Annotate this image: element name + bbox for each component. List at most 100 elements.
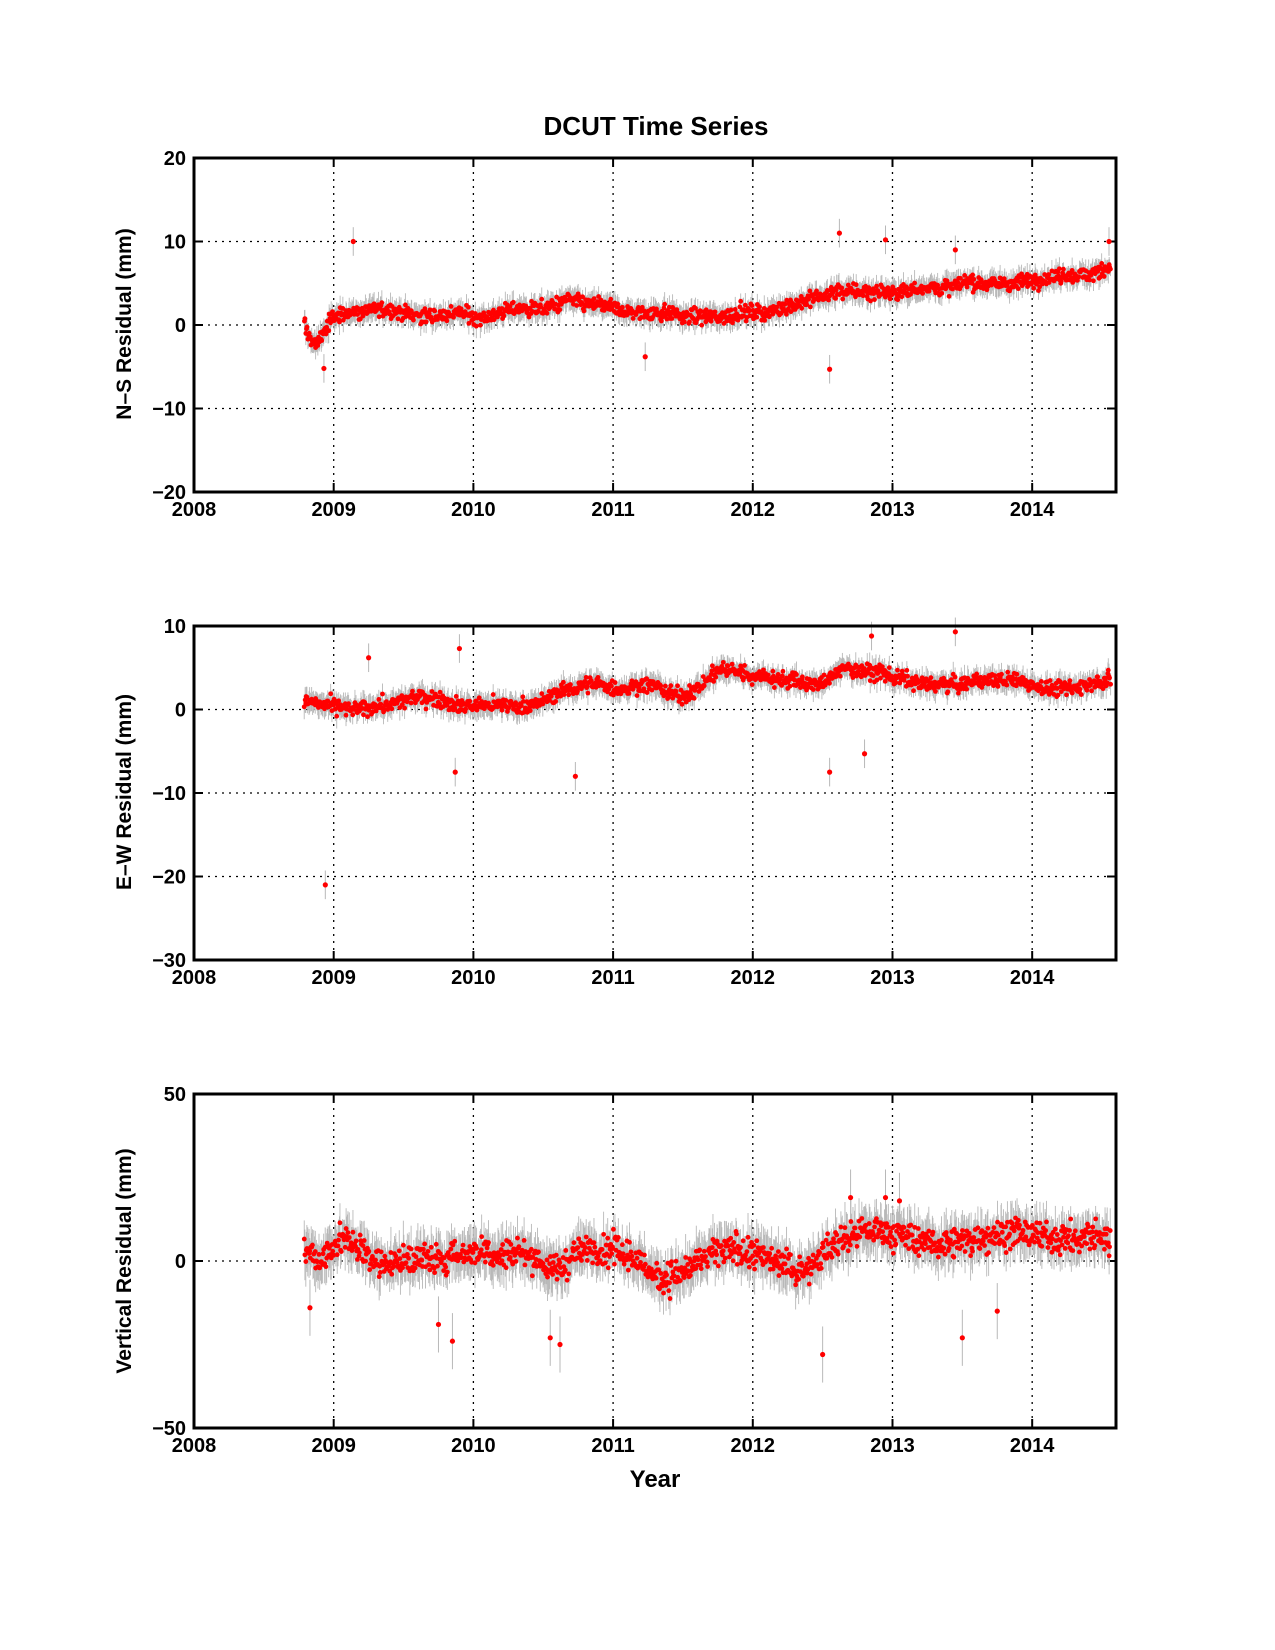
ew-data-point (649, 687, 655, 693)
ew-data-point (399, 702, 405, 708)
ew-data-point (709, 663, 715, 669)
ns-data-point (730, 320, 735, 326)
ew-data-point (644, 676, 650, 682)
ew-data-point (780, 668, 786, 674)
ew-data-point (463, 706, 469, 712)
ns-data-point (895, 297, 901, 303)
ns-y-tick-labels: −20 −10 0 10 20 (152, 148, 186, 504)
ns-outlier-point (642, 354, 648, 360)
ew-outlier-point (452, 769, 458, 775)
ns-data-point (1046, 272, 1052, 277)
ew-errorbars (303, 617, 1112, 900)
ew-axes-frame (192, 624, 1118, 962)
ns-data-point (728, 307, 734, 313)
ns-data-point (950, 286, 956, 292)
ew-data-point (701, 683, 707, 689)
ew-x-tick-label: 2009 (311, 967, 356, 989)
ns-axes-frame (192, 156, 1118, 494)
ns-data-point (699, 322, 705, 328)
ns-data-point (491, 317, 497, 323)
ew-data-point (399, 693, 405, 698)
ns-data-point (782, 301, 788, 307)
ew-data-point (771, 685, 777, 690)
ns-data-point (872, 297, 877, 302)
ew-data-point (566, 692, 572, 698)
ns-y-tick-label: 0 (175, 315, 186, 337)
ew-data-point (1069, 690, 1075, 696)
ew-y-tick-label: −30 (152, 950, 186, 972)
ew-x-tick-label: 2014 (1010, 967, 1055, 989)
ew-data-point (634, 693, 640, 698)
ns-data-point (1099, 261, 1105, 266)
ns-data-point (804, 302, 810, 308)
ew-data-point (933, 689, 938, 694)
ns-data-point (598, 297, 604, 303)
ns-x-tick-label: 2011 (591, 499, 634, 521)
ew-data-point (675, 683, 680, 689)
ns-data-point (337, 319, 342, 325)
ns-points (302, 230, 1113, 372)
ew-data-point (612, 680, 618, 685)
ew-data-point (1004, 682, 1010, 688)
ew-data-point (520, 698, 526, 704)
ew-x-tick-label: 2013 (870, 967, 915, 989)
ns-data-point (1101, 274, 1107, 279)
ns-data-point (868, 298, 873, 304)
ew-y-tick-label: 0 (175, 700, 186, 722)
ew-data-point (476, 695, 482, 701)
ew-data-point (423, 706, 429, 712)
ns-data-point (477, 322, 483, 328)
ns-data-point (639, 304, 645, 310)
ew-data-point (553, 699, 559, 704)
ns-data-point (742, 302, 748, 308)
ew-data-point (893, 680, 899, 686)
ns-data-point (444, 318, 450, 324)
ns-x-tick-label: 2013 (870, 499, 915, 521)
ew-data-point (626, 690, 632, 696)
ns-data-point (1036, 288, 1041, 293)
ew-data-point (794, 672, 799, 677)
ew-data-point (855, 668, 861, 674)
ns-data-point (574, 303, 580, 308)
ns-data-point (1058, 278, 1064, 284)
ns-data-point (971, 276, 977, 282)
ns-data-point (608, 296, 614, 302)
ew-data-point (350, 712, 356, 718)
ew-data-point (334, 713, 340, 719)
ns-outlier-point (350, 238, 356, 245)
ns-ticks (193, 157, 1116, 493)
ns-y-axis-label: N–S Residual (mm) (113, 228, 136, 419)
ew-data-point (1089, 688, 1094, 694)
ns-data-point (814, 288, 819, 294)
ns-y-tick-label: −10 (152, 399, 186, 421)
ew-data-point (467, 698, 473, 704)
ns-data-point (466, 320, 472, 326)
ew-data-point (1047, 678, 1053, 683)
ns-grid (194, 158, 1116, 492)
ew-data-point (700, 674, 706, 679)
ns-data-point (557, 307, 563, 313)
ew-data-point (713, 674, 719, 680)
ns-data-point (887, 296, 893, 302)
ns-x-tick-label: 2008 (172, 499, 217, 521)
ns-data-point (687, 319, 692, 325)
ew-data-point (729, 661, 735, 667)
ew-data-point (408, 700, 414, 706)
ns-outlier-point (321, 365, 327, 372)
ew-data-point (837, 673, 843, 679)
ew-data-point (974, 671, 980, 677)
ns-data-point (732, 307, 738, 312)
ns-data-point (703, 307, 709, 313)
ew-data-point (1078, 692, 1084, 697)
ns-data-point (371, 304, 377, 310)
ns-data-point (526, 314, 532, 320)
ew-data-point (486, 700, 491, 706)
ns-data-point (591, 296, 597, 302)
ew-points (301, 629, 1114, 888)
ns-data-point (939, 290, 945, 296)
ew-data-point (810, 687, 816, 692)
ns-panel: N–S Residual (mm) 2008 2009 2010 2011 2012 20… (113, 148, 1118, 521)
ew-outlier-point (322, 882, 328, 888)
ew-data-point (503, 698, 509, 703)
ns-data-point (501, 313, 507, 319)
